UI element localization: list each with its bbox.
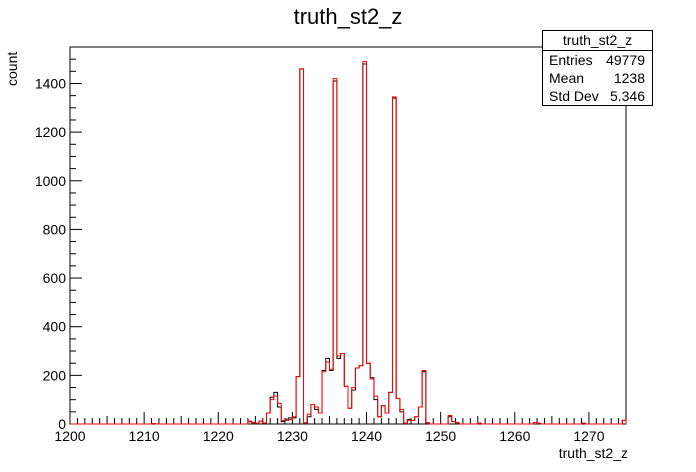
stats-mean-value: 1238 xyxy=(613,70,645,86)
y-tick-label: 1400 xyxy=(35,75,66,91)
stats-std-value: 5.346 xyxy=(609,88,645,104)
y-tick-label: 200 xyxy=(43,367,67,383)
x-axis: 1200 1210 1220 1230 1240 1250 1260 1270 xyxy=(54,412,627,444)
y-tick-label: 1200 xyxy=(35,124,66,140)
x-tick-label: 1240 xyxy=(351,428,382,444)
y-tick-label: 400 xyxy=(43,319,67,335)
x-tick-label: 1250 xyxy=(425,428,456,444)
y-tick-label: 1000 xyxy=(35,173,66,189)
x-tick-label: 1230 xyxy=(277,428,308,444)
y-axis: 0 200 400 600 800 1000 1200 1400 xyxy=(35,58,82,432)
stats-entries-label: Entries xyxy=(549,52,593,68)
stats-std-row: Std Dev 5.346 xyxy=(543,87,652,105)
plot-frame xyxy=(69,46,627,425)
stats-std-label: Std Dev xyxy=(549,88,599,104)
stats-mean-label: Mean xyxy=(549,70,585,86)
y-axis-label: count xyxy=(4,51,20,86)
histogram-series xyxy=(70,61,627,425)
stats-box: truth_st2_z Entries 49779 Mean 1238 Std … xyxy=(542,30,653,106)
x-axis-label: truth_st2_z xyxy=(558,445,628,461)
histogram-line-2 xyxy=(70,61,627,425)
x-tick-label: 1270 xyxy=(573,428,604,444)
y-tick-label: 800 xyxy=(43,221,67,237)
histogram-line-1 xyxy=(70,63,627,425)
y-tick-label: 0 xyxy=(58,416,66,432)
stats-entries-value: 49779 xyxy=(606,52,645,68)
chart-title: truth_st2_z xyxy=(293,4,403,29)
stats-mean-row: Mean 1238 xyxy=(543,69,652,87)
stats-entries-row: Entries 49779 xyxy=(543,51,652,69)
x-tick-label: 1200 xyxy=(54,428,85,444)
x-tick-label: 1210 xyxy=(129,428,160,444)
x-tick-label: 1220 xyxy=(203,428,234,444)
y-tick-label: 600 xyxy=(43,270,67,286)
x-tick-label: 1260 xyxy=(499,428,530,444)
stats-title: truth_st2_z xyxy=(543,31,652,51)
